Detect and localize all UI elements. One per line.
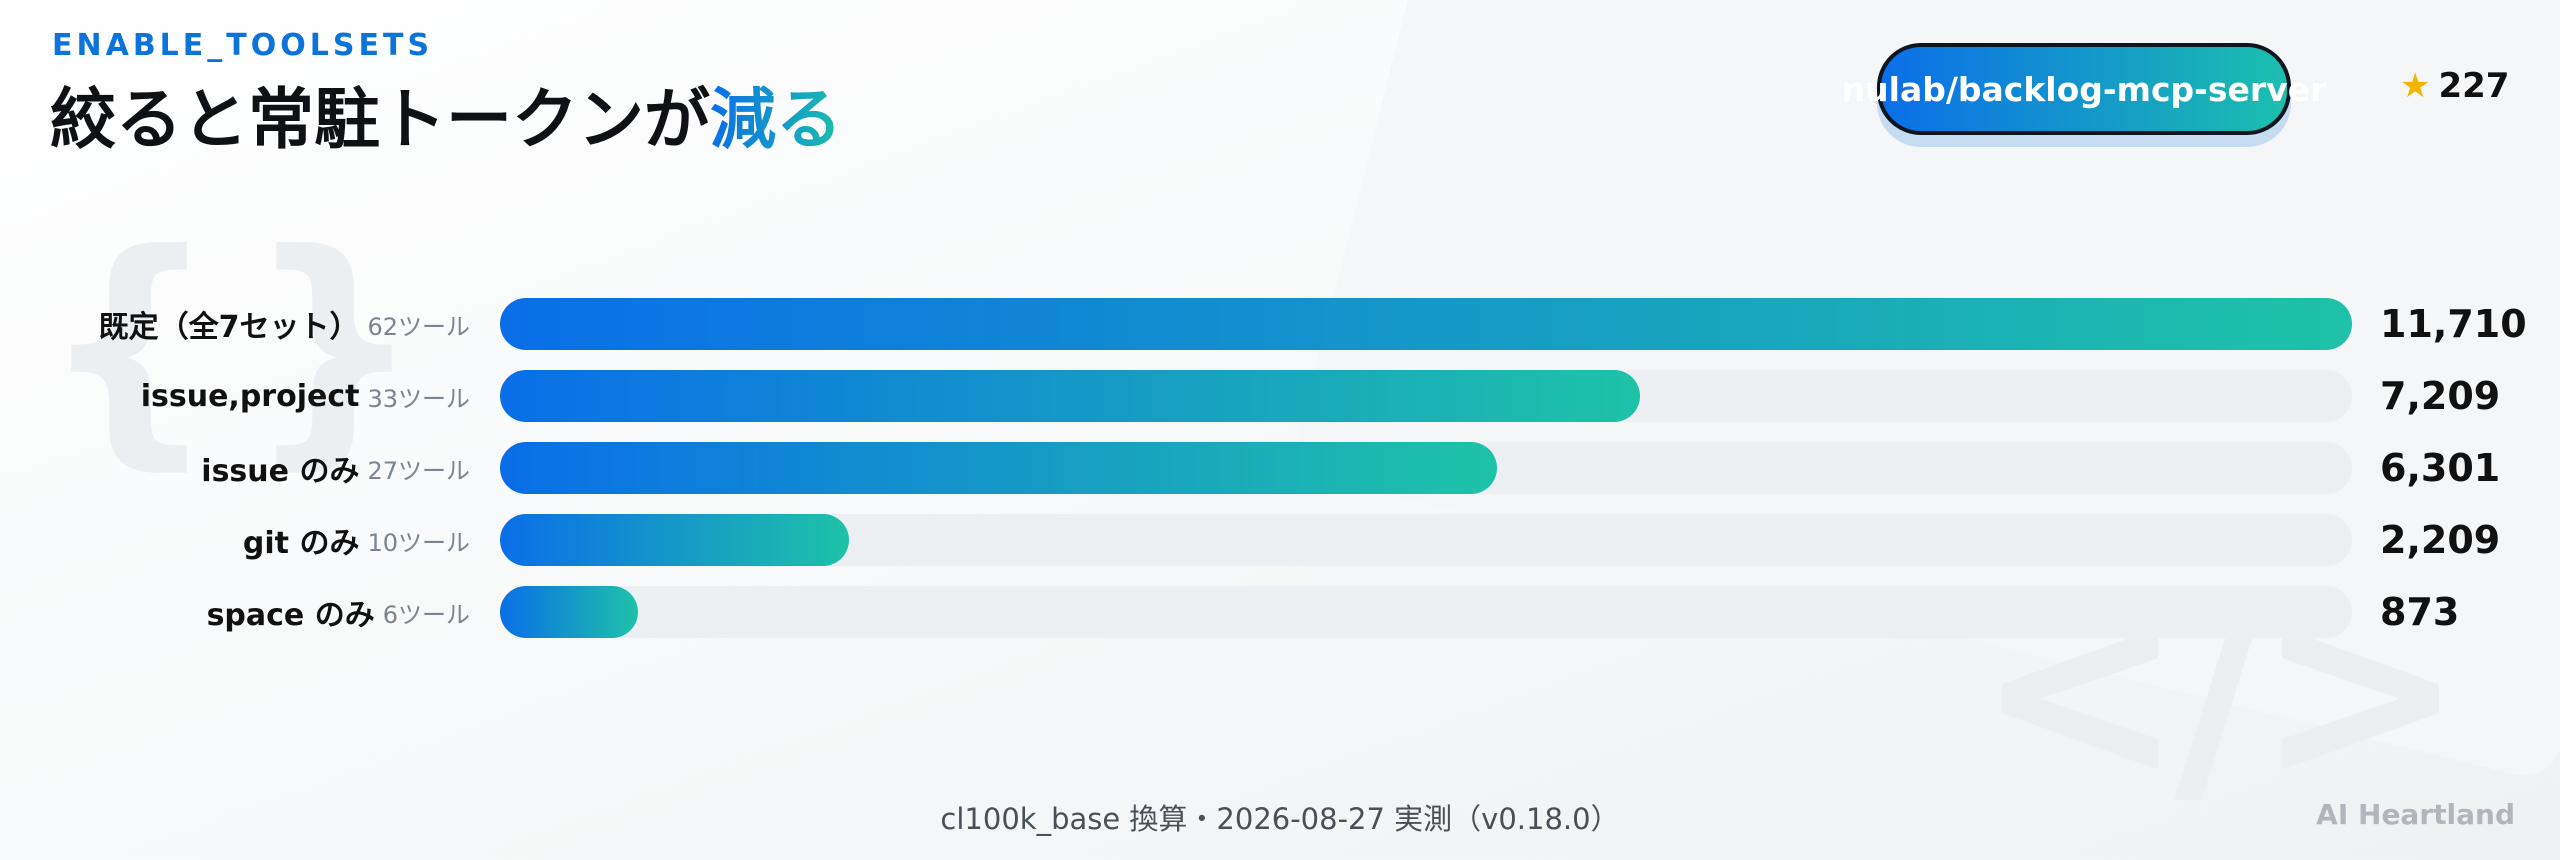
eyebrow-label: ENABLE_TOOLSETS — [52, 28, 434, 63]
category-label: space のみ 6ツール — [207, 586, 470, 638]
category-label: git のみ 10ツール — [243, 514, 470, 566]
category-label: issue,project 33ツール — [141, 370, 470, 422]
title-main: 絞ると常駐トークンが — [50, 81, 710, 158]
bar-row: issue のみ 27ツール 6,301 — [0, 442, 2560, 494]
bar-mark — [500, 442, 1497, 494]
category-label: issue のみ 27ツール — [201, 442, 470, 494]
tool-count-label: 62ツール — [367, 312, 470, 341]
repo-badge: nulab/backlog-mcp-server — [1842, 43, 2326, 135]
category-label: 既定（全7セット） 62ツール — [99, 298, 470, 350]
value-label: 11,710 — [2380, 302, 2527, 346]
bar-mark — [500, 370, 1641, 422]
star-icon: ★ — [2400, 66, 2431, 106]
bar-track — [500, 442, 2352, 494]
repo-name-pill[interactable]: nulab/backlog-mcp-server — [1842, 43, 2326, 135]
tool-count-label: 33ツール — [367, 384, 470, 413]
category-name: issue,project — [140, 378, 360, 414]
title-accent: 減る — [710, 81, 842, 158]
value-label: 2,209 — [2380, 518, 2501, 562]
bar-row: git のみ 10ツール 2,209 — [0, 514, 2560, 566]
bar-track — [500, 586, 2352, 638]
bar-row: space のみ 6ツール 873 — [0, 586, 2560, 638]
bar-mark — [500, 514, 850, 566]
bar-mark — [500, 298, 2352, 350]
value-label: 6,301 — [2380, 446, 2501, 490]
value-label: 873 — [2380, 590, 2460, 634]
braces-decoration-icon: { } — [40, 200, 423, 491]
brand-logo-text: AI Heartland — [2316, 798, 2515, 831]
star-count: ★ 227 — [2400, 66, 2509, 106]
star-count-value: 227 — [2438, 66, 2510, 106]
bar-mark — [500, 586, 639, 638]
tool-count-label: 27ツール — [367, 456, 470, 485]
bar-row: 既定（全7セット） 62ツール 11,710 — [0, 298, 2560, 350]
tool-count-label: 10ツール — [367, 528, 470, 557]
footnote: cl100k_base 換算・2026-08-27 実測（v0.18.0） — [940, 802, 1620, 836]
page-title: 絞ると常駐トークンが減る — [50, 66, 842, 162]
category-name: space のみ — [206, 598, 375, 633]
value-label: 7,209 — [2380, 374, 2501, 418]
tool-count-label: 6ツール — [382, 600, 470, 629]
bar-track — [500, 298, 2352, 350]
bar-track — [500, 370, 2352, 422]
bar-track — [500, 514, 2352, 566]
category-name: git のみ — [242, 526, 360, 561]
bar-row: issue,project 33ツール 7,209 — [0, 370, 2560, 422]
category-name: issue のみ — [201, 454, 360, 489]
category-name: 既定（全7セット） — [98, 310, 360, 345]
